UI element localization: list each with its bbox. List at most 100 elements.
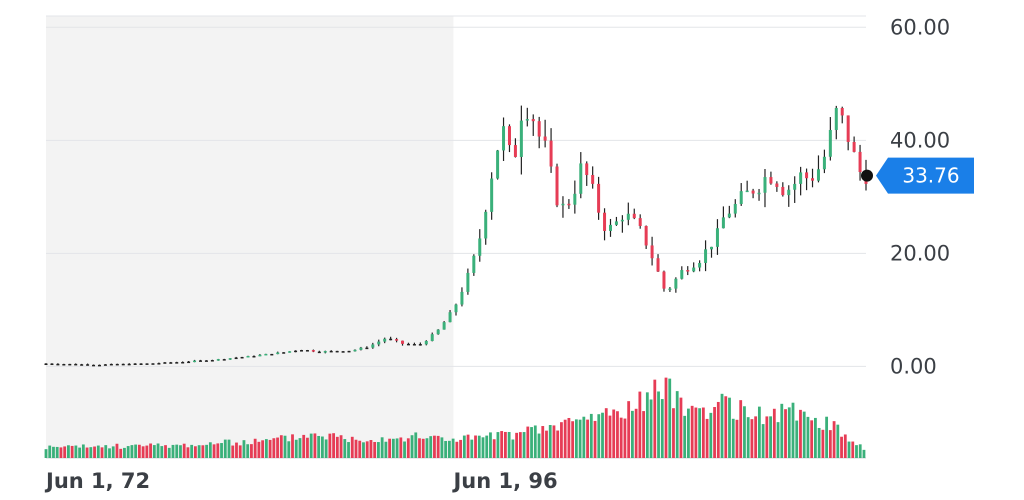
candle-body — [228, 358, 232, 360]
candle-body — [502, 126, 506, 151]
candle-body — [175, 362, 179, 364]
candle-body — [371, 344, 375, 348]
volume-bar — [586, 419, 589, 458]
volume-bar — [291, 434, 294, 458]
candle-body — [97, 364, 101, 367]
candle-body — [145, 363, 149, 365]
volume-bar — [343, 439, 347, 458]
volume-bar — [264, 439, 268, 458]
volume-bar — [175, 444, 179, 458]
y-tick-label: 60.00 — [890, 15, 950, 39]
volume-bar — [123, 447, 126, 458]
volume-bar — [96, 445, 100, 458]
volume-bar — [705, 418, 709, 458]
candle-body — [44, 363, 48, 366]
volume-bar — [171, 444, 175, 458]
candle-body — [335, 350, 339, 353]
candle-body — [561, 203, 565, 206]
volume-bar — [765, 416, 769, 458]
candle-body — [543, 136, 547, 141]
candle-body — [704, 249, 708, 263]
candle-body — [579, 163, 583, 194]
volume-bar — [515, 432, 519, 458]
volume-bar — [384, 441, 388, 458]
volume-bar — [380, 437, 384, 458]
candle-body — [282, 352, 286, 354]
volume-bar — [858, 444, 862, 458]
volume-bar — [504, 431, 507, 458]
candle-body — [359, 347, 363, 350]
volume-bar — [48, 445, 52, 458]
volume-bar — [526, 426, 530, 458]
candle-body — [406, 343, 410, 346]
candle-body — [513, 145, 517, 157]
volume-bar — [832, 421, 836, 458]
candle-body — [288, 351, 292, 353]
volume-bar — [466, 434, 470, 458]
volume-bar — [731, 418, 735, 458]
candle-body — [811, 178, 815, 181]
candle-body — [395, 339, 399, 341]
candle-body — [383, 338, 387, 342]
candle-body — [816, 169, 820, 181]
volume-bar — [115, 443, 119, 458]
candle-body — [246, 355, 250, 358]
volume-bar — [739, 400, 743, 458]
volume-bar — [791, 402, 795, 458]
candle-body — [270, 353, 274, 356]
volume-bar — [85, 447, 89, 458]
volume-bar — [186, 447, 190, 458]
volume-bar — [604, 408, 608, 458]
volume-bar — [418, 438, 421, 458]
candle-body — [181, 361, 185, 364]
candle-body — [834, 107, 838, 130]
candle-body — [311, 350, 315, 352]
candle-body — [840, 107, 844, 116]
volume-bar — [634, 408, 638, 458]
volume-bar — [735, 419, 739, 458]
volume-bar — [369, 440, 373, 458]
candle-body — [329, 350, 333, 353]
volume-bar — [769, 416, 772, 458]
candle-body — [715, 228, 719, 247]
volume-bar — [436, 435, 440, 458]
volume-bar — [350, 436, 354, 458]
candle-body — [852, 141, 856, 152]
volume-bar — [470, 439, 474, 458]
volume-bar — [164, 445, 167, 458]
volume-bar — [660, 399, 664, 458]
candle-body — [442, 322, 446, 330]
volume-bar — [754, 416, 758, 458]
candle-body — [549, 140, 553, 167]
volume-bar — [855, 445, 858, 458]
volume-bar — [52, 446, 55, 458]
volume-bar — [272, 438, 276, 458]
volume-bar — [694, 407, 698, 458]
candle-body — [234, 357, 238, 360]
volume-bar — [59, 447, 63, 458]
volume-bar — [320, 436, 324, 458]
candle-body — [50, 363, 54, 366]
candle-body — [608, 224, 612, 231]
volume-bar — [141, 446, 145, 458]
volume-bars — [44, 377, 866, 458]
volume-bar — [63, 446, 67, 458]
volume-bar — [156, 443, 160, 458]
volume-bar — [556, 430, 560, 458]
volume-bar — [825, 416, 829, 458]
candle-body — [656, 258, 660, 272]
volume-bar — [683, 415, 687, 458]
candle-body — [389, 338, 393, 341]
candle-body — [127, 363, 131, 366]
volume-bar — [507, 431, 511, 458]
candle-body — [769, 177, 773, 184]
current-price-tag[interactable]: 33.76 — [861, 157, 974, 194]
candle-body — [436, 329, 440, 335]
candle-body — [466, 272, 470, 292]
volume-bar — [574, 419, 578, 458]
volume-bar — [821, 429, 825, 458]
candle-body — [626, 213, 630, 220]
candle-body — [858, 151, 862, 173]
volume-bar — [619, 417, 623, 458]
candle-body — [115, 363, 119, 366]
